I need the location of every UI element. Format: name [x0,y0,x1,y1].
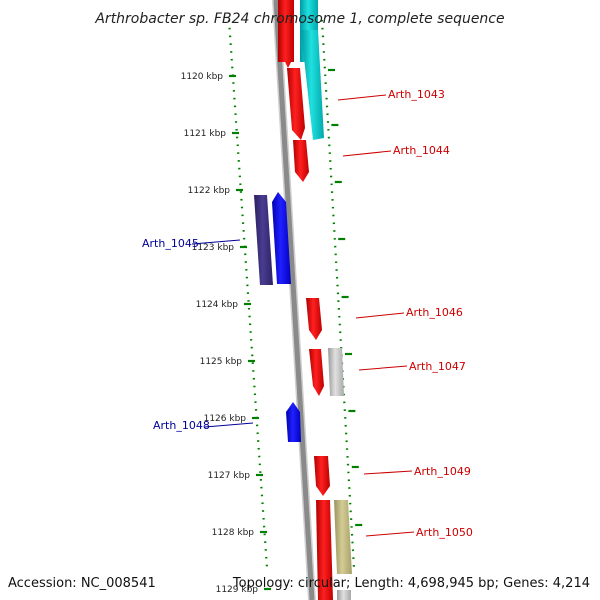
gene-labels: Arth_1043 Arth_1044 Arth_1045 Arth_1046 Arth… [142,88,473,539]
gene-arrow [306,298,322,340]
gene-label-arth-1044[interactable]: Arth_1044 [393,144,450,157]
backbone [272,0,316,600]
gene-arrow [328,348,344,396]
gene-features [254,0,352,600]
topology-text: Topology: circular; Length: 4,698,945 bp… [232,576,590,591]
gene-leader-line [358,365,408,371]
tick-label: 1122 kbp [188,186,231,196]
gene-arrow [293,140,309,182]
tick-rail-left [227,19,269,569]
gene-arrow [278,0,294,62]
gene-label-arth-1045[interactable]: Arth_1045 [142,237,199,250]
gene-leader-line [204,422,254,428]
gene-arrow [337,590,351,600]
tick-label: 1128 kbp [212,528,255,538]
tick-label: 1129 kbp [216,585,259,595]
tick-label: 1123 kbp [192,243,235,253]
gene-label-arth-1046[interactable]: Arth_1046 [406,306,463,319]
gene-arrow [286,402,301,442]
gene-label-arth-1048[interactable]: Arth_1048 [153,419,210,432]
gene-arrow [309,349,324,396]
tick-label: 1120 kbp [181,72,224,82]
gene-arrow [334,500,352,574]
gene-label-arth-1050[interactable]: Arth_1050 [416,526,473,539]
gene-leader-line [337,94,387,101]
gene-leader-line [363,470,413,475]
map-title: Arthrobacter sp. FB24 chromosome 1, comp… [94,11,504,27]
gene-arrow [301,30,324,140]
tick-marks: 1120 kbp 1121 kbp 1122 kbp 1123 kbp 1124 kbp… [181,68,363,595]
tick-rail-right [320,19,356,569]
gene-leader-line [191,239,241,245]
gene-arrow [314,456,330,496]
tick-label: 1125 kbp [200,357,243,367]
gene-label-arth-1043[interactable]: Arth_1043 [388,88,445,101]
gene-leader-line [365,531,415,537]
tick-label: 1121 kbp [184,129,227,139]
gene-label-arth-1047[interactable]: Arth_1047 [409,360,466,373]
gene-label-arth-1049[interactable]: Arth_1049 [414,465,471,478]
gene-arrow [272,192,291,284]
tick-label: 1127 kbp [208,471,251,481]
accession-text: Accession: NC_008541 [8,576,156,591]
gene-leader-line [355,312,405,319]
gene-arrow [316,500,333,600]
tick-label: 1126 kbp [204,414,247,424]
tick-label: 1124 kbp [196,300,239,310]
gene-arrow [287,68,305,140]
gene-leader-line [342,150,392,157]
gene-arrow [254,195,273,285]
